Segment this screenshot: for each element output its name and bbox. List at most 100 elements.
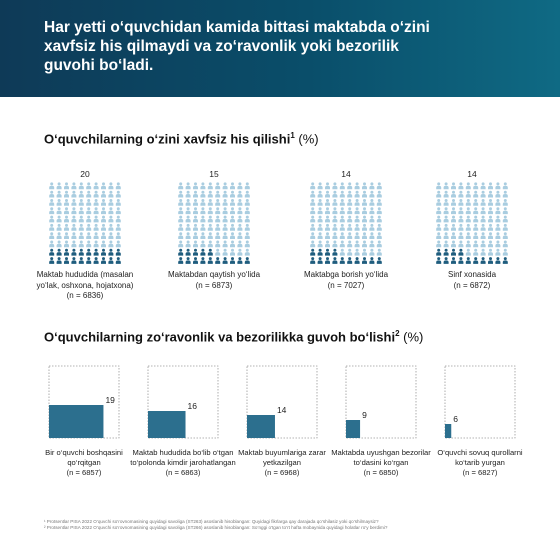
bar [49,405,104,438]
person-icon [71,232,77,239]
person-icon [200,240,206,248]
person-icon [376,223,382,231]
person-icon [325,248,330,256]
person-icon [443,248,449,256]
person-icon [222,182,228,190]
person-icon [443,199,449,206]
person-icon [451,248,456,256]
person-icon [78,248,84,256]
person-icon [480,199,486,206]
pictogram-category-label: Maktabdan qaytish yo‘lida (n = 6873) [167,270,261,290]
person-icon [101,199,106,206]
person-icon [332,207,338,215]
person-icon [465,248,471,256]
person-icon [451,257,456,264]
person-icon [215,240,221,248]
person-icon [488,207,493,215]
person-icon [465,215,471,223]
person-icon [473,215,479,223]
person-icon [207,248,213,256]
person-icon [325,190,330,198]
person-icon [56,199,62,206]
person-icon [93,257,99,264]
person-icon [215,223,221,231]
header-banner: Har yetti o‘quvchidan kamida bittasi mak… [0,0,560,97]
person-icon [458,190,464,198]
person-icon [215,232,221,239]
person-icon [207,223,213,231]
bar-category-label: Maktab hududida bo‘lib o‘tgan to‘polonda… [130,448,236,477]
person-icon [207,257,213,264]
person-icon [502,207,508,215]
person-icon [354,190,360,198]
person-icon [207,240,213,248]
person-icon [436,248,442,256]
person-icon [347,257,353,264]
person-icon [473,248,479,256]
person-icon [451,215,456,223]
person-icon [64,215,69,223]
person-icon [244,182,250,190]
person-icon [458,207,464,215]
person-icon [115,199,121,206]
person-icon [71,190,77,198]
person-icon [473,182,479,190]
person-icon [237,257,243,264]
person-icon [376,232,382,239]
person-icon [458,215,464,223]
person-icon [473,232,479,239]
person-icon [86,248,92,256]
person-icon [480,207,486,215]
person-icon [178,215,184,223]
person-icon [362,232,367,239]
person-icon [458,257,464,264]
person-icon [115,232,121,239]
person-icon [64,223,69,231]
person-icon [354,199,360,206]
person-icon [93,232,99,239]
person-icon [64,207,69,215]
person-icon [362,199,367,206]
person-icon [354,223,360,231]
person-icon [369,190,375,198]
person-icon [86,190,92,198]
person-icon [502,248,508,256]
person-icon [451,232,456,239]
person-icon [49,199,55,206]
pictogram-value-label: 14 [467,169,477,179]
person-icon [317,207,323,215]
person-icon [339,248,345,256]
person-icon [473,257,479,264]
section1-unit: (%) [298,131,319,147]
bar-value-label: 6 [453,414,458,424]
person-icon [317,190,323,198]
person-icon [488,248,493,256]
section2-footnote-ref: 2 [395,329,400,338]
person-icon [222,257,228,264]
pictogram-group: 20 Maktab hududida (masalan yo‘lak, oshxo… [26,168,144,302]
person-icon [49,248,55,256]
person-icon [64,248,69,256]
person-icon [237,248,243,256]
person-icon [93,207,99,215]
person-icon [108,223,114,231]
person-icon [56,232,62,239]
bar-category-label: Bir o‘quvchi boshqasini qo‘rqitgan (n = … [45,448,123,477]
person-icon [78,182,84,190]
person-icon [488,199,493,206]
person-icon [480,223,486,231]
pictogram-grid [178,182,250,264]
person-icon [115,240,121,248]
person-icon [71,240,77,248]
person-icon [451,207,456,215]
person-icon [222,199,228,206]
person-icon [332,240,338,248]
person-icon [86,223,92,231]
person-icon [115,215,121,223]
person-icon [362,190,367,198]
person-icon [93,190,99,198]
person-icon [86,240,92,248]
person-icon [480,240,486,248]
person-icon [200,232,206,239]
person-icon [310,207,316,215]
